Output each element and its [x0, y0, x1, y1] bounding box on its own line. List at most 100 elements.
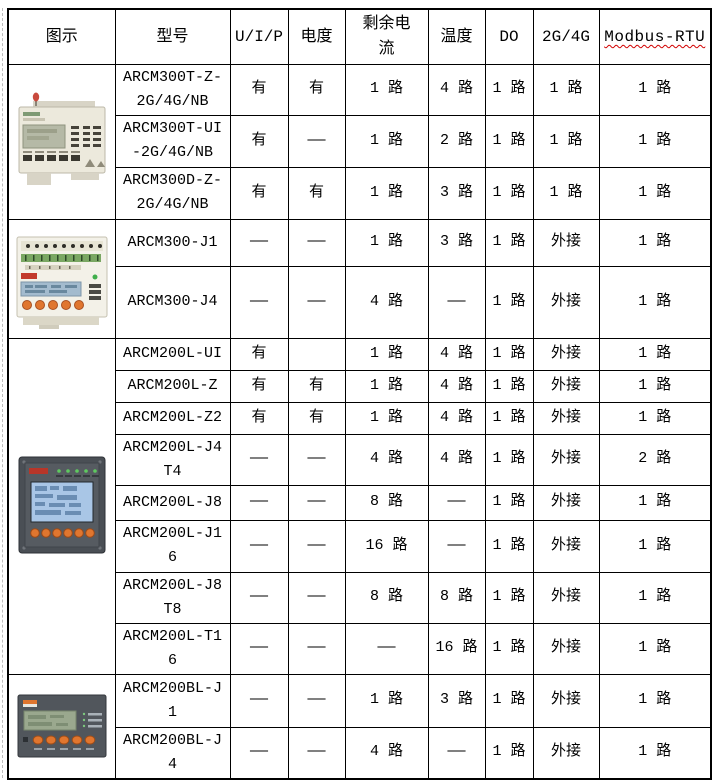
temperature-cell: 3 路 — [427, 166, 486, 220]
residual-current-cell: 1 路 — [344, 369, 429, 403]
uip-cell: —— — [229, 519, 289, 573]
uip-cell: 有 — [229, 369, 289, 403]
modbus-cell: 1 路 — [598, 114, 712, 168]
temperature-cell: 3 路 — [427, 673, 486, 728]
2g4g-cell: 外接 — [532, 218, 600, 267]
energy-cell: —— — [287, 519, 346, 573]
model-cell: ARCM300-J4 — [114, 265, 231, 339]
do-cell: 1 路 — [484, 337, 534, 371]
energy-cell — [287, 337, 346, 371]
temperature-cell: —— — [427, 484, 486, 521]
temperature-cell: —— — [427, 519, 486, 573]
modbus-cell: 1 路 — [598, 484, 712, 521]
do-cell: 1 路 — [484, 401, 534, 435]
temperature-cell: 4 路 — [427, 337, 486, 371]
uip-cell: —— — [229, 673, 289, 728]
2g4g-cell: 外接 — [532, 571, 600, 624]
uip-cell: 有 — [229, 401, 289, 435]
temperature-cell: 8 路 — [427, 571, 486, 624]
2g4g-cell: 外接 — [532, 401, 600, 435]
device-image-cell — [7, 218, 116, 339]
2g4g-cell: 1 路 — [532, 166, 600, 220]
2g4g-cell: 外接 — [532, 622, 600, 675]
residual-current-cell: 4 路 — [344, 433, 429, 486]
table-row: ARCM300T-Z-2G/4G/NB 有 有 1 路 4 路 1 路 1 路 … — [7, 63, 712, 220]
col-header-energy: 电度 — [287, 8, 346, 65]
page-margin-guide — [2, 8, 3, 778]
2g4g-cell: 外接 — [532, 673, 600, 728]
model-cell: ARCM200L-Z — [114, 369, 231, 403]
2g4g-cell: 1 路 — [532, 63, 600, 116]
residual-current-cell: 8 路 — [344, 484, 429, 521]
energy-cell: 有 — [287, 369, 346, 403]
device-spec-table: 图示 型号 U/I/P 电度 剩余电流 温度 DO 2G/4G Modbus-R… — [7, 8, 712, 780]
col-header-temperature: 温度 — [427, 8, 486, 65]
device-image-cell — [7, 337, 116, 675]
do-cell: 1 路 — [484, 265, 534, 339]
modbus-cell: 1 路 — [598, 265, 712, 339]
model-cell: ARCM200BL-J1 — [114, 673, 231, 728]
energy-cell: —— — [287, 265, 346, 339]
uip-cell: 有 — [229, 114, 289, 168]
temperature-cell: —— — [427, 726, 486, 780]
col-header-model: 型号 — [114, 8, 231, 65]
uip-cell: —— — [229, 433, 289, 486]
col-header-2g4g: 2G/4G — [532, 8, 600, 65]
energy-cell: 有 — [287, 401, 346, 435]
modbus-cell: 1 路 — [598, 726, 712, 780]
model-cell: ARCM200L-J8T8 — [114, 571, 231, 624]
device-photo-arcm200l — [18, 456, 106, 554]
do-cell: 1 路 — [484, 433, 534, 486]
residual-current-cell: —— — [344, 622, 429, 675]
modbus-cell: 1 路 — [598, 369, 712, 403]
temperature-cell: 16 路 — [427, 622, 486, 675]
energy-cell: 有 — [287, 166, 346, 220]
do-cell: 1 路 — [484, 369, 534, 403]
do-cell: 1 路 — [484, 484, 534, 521]
model-cell: ARCM200BL-J4 — [114, 726, 231, 780]
residual-current-cell: 4 路 — [344, 265, 429, 339]
2g4g-cell: 外接 — [532, 519, 600, 573]
uip-cell: 有 — [229, 337, 289, 371]
energy-cell: —— — [287, 114, 346, 168]
temperature-cell: —— — [427, 265, 486, 339]
do-cell: 1 路 — [484, 63, 534, 116]
table-row: ARCM300-J4 —— —— 4 路 —— 1 路 外接 1 路 — [8, 265, 712, 339]
energy-cell: —— — [287, 726, 346, 780]
temperature-cell: 4 路 — [427, 433, 486, 486]
2g4g-cell: 外接 — [532, 265, 600, 339]
do-cell: 1 路 — [484, 114, 534, 168]
2g4g-cell: 1 路 — [532, 114, 600, 168]
2g4g-cell: 外接 — [532, 369, 600, 403]
model-cell: ARCM300T-Z-2G/4G/NB — [114, 63, 231, 116]
table-row: ARCM200L-Z2 有 有 1 路 4 路 1 路 外接 1 路 — [8, 401, 712, 435]
2g4g-cell: 外接 — [532, 484, 600, 521]
col-header-modbus-rtu: Modbus-RTU — [598, 8, 712, 65]
do-cell: 1 路 — [484, 673, 534, 728]
table-row: ARCM200L-J16 —— —— 16 路 —— 1 路 外接 1 路 — [8, 519, 712, 573]
model-cell: ARCM300-J1 — [114, 218, 231, 267]
do-cell: 1 路 — [484, 519, 534, 573]
table-row: ARCM200L-J8 —— —— 8 路 —— 1 路 外接 1 路 — [8, 484, 712, 521]
residual-current-cell: 8 路 — [344, 571, 429, 624]
table-row: ARCM200L-UI 有 1 路 4 路 1 路 外接 1 路 — [7, 337, 712, 675]
modbus-cell: 1 路 — [598, 337, 712, 371]
table-row: ARCM200L-T16 —— —— —— 16 路 1 路 外接 1 路 — [8, 622, 712, 675]
uip-cell: —— — [229, 571, 289, 624]
model-cell: ARCM200L-UI — [114, 337, 231, 371]
energy-cell: —— — [287, 484, 346, 521]
energy-cell: —— — [287, 433, 346, 486]
do-cell: 1 路 — [484, 622, 534, 675]
uip-cell: —— — [229, 622, 289, 675]
do-cell: 1 路 — [484, 571, 534, 624]
residual-current-cell: 1 路 — [344, 401, 429, 435]
modbus-cell: 1 路 — [598, 519, 712, 573]
residual-current-cell: 16 路 — [344, 519, 429, 573]
col-header-uip: U/I/P — [229, 8, 289, 65]
model-cell: ARCM200L-Z2 — [114, 401, 231, 435]
device-photo-arcm200bl — [17, 694, 107, 758]
modbus-cell: 1 路 — [598, 63, 712, 116]
device-image-cell — [7, 63, 116, 220]
device-photo-arcm300j — [16, 236, 108, 329]
energy-cell: —— — [287, 218, 346, 267]
